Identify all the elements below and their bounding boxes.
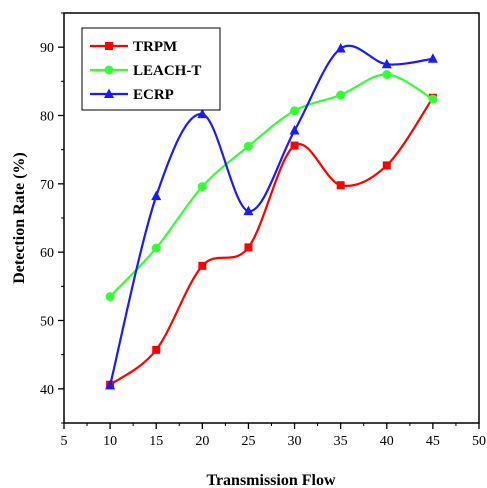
y-tick-label: 70 [40,178,54,193]
x-tick-label: 50 [472,434,486,449]
data-point-trpm [382,161,391,170]
legend-label: LEACH-T [133,63,201,79]
data-point-trpm [244,243,253,252]
data-point-ecrp [289,125,300,135]
legend-item-trpm: TRPM [90,39,177,55]
data-point-leach-t [243,141,253,151]
x-tick-label: 35 [334,434,348,449]
x-tick-label: 20 [195,434,209,449]
data-point-leach-t [151,243,161,253]
y-tick-label: 90 [40,41,54,56]
legend-marker [104,88,114,98]
x-tick-label: 45 [426,434,440,449]
data-point-ecrp [105,379,116,390]
data-point-leach-t [336,90,346,100]
legend-label: ECRP [133,87,174,103]
series-layer [105,43,438,390]
legend-item-ecrp: ECRP [90,87,174,103]
data-point-trpm [152,345,161,354]
y-tick-label: 60 [40,246,54,261]
legend-marker [104,65,114,75]
y-tick-label: 50 [40,315,54,330]
y-tick-label: 40 [40,383,54,398]
data-point-ecrp [335,43,346,53]
legend-marker [105,42,113,50]
data-point-trpm [336,181,345,190]
data-point-leach-t [197,182,207,192]
data-point-trpm [198,261,207,270]
x-tick-label: 30 [288,434,302,449]
data-point-trpm [290,141,299,150]
y-axis-label: Detection Rate (%) [11,152,28,284]
series-leach-t [105,70,438,302]
x-axis-label: Transmission Flow [206,472,336,488]
x-tick-label: 40 [380,434,394,449]
legend-item-leach-t: LEACH-T [90,63,201,79]
x-tick-label: 10 [103,434,117,449]
x-tick-label: 5 [61,434,68,449]
data-point-ecrp [151,190,162,201]
series-trpm [106,93,437,389]
axis-layer: 5 10 15 20 25 30 35 40 45 50 40 50 60 70 80 90 [40,12,486,449]
data-point-leach-t [428,94,438,104]
legend: TRPM LEACH-T ECRP [81,27,221,111]
y-tick-label: 80 [40,110,54,125]
data-point-ecrp [427,53,438,63]
data-point-ecrp [197,108,208,119]
legend-label: TRPM [133,39,177,55]
x-tick-label: 25 [241,434,255,449]
series-ecrp [105,43,438,390]
data-point-ecrp [243,205,254,216]
data-point-leach-t [382,70,392,79]
data-point-ecrp [381,58,392,69]
x-tick-label: 15 [149,434,163,449]
data-point-leach-t [105,292,115,302]
data-point-leach-t [290,106,300,116]
series-line-trpm [109,97,434,386]
